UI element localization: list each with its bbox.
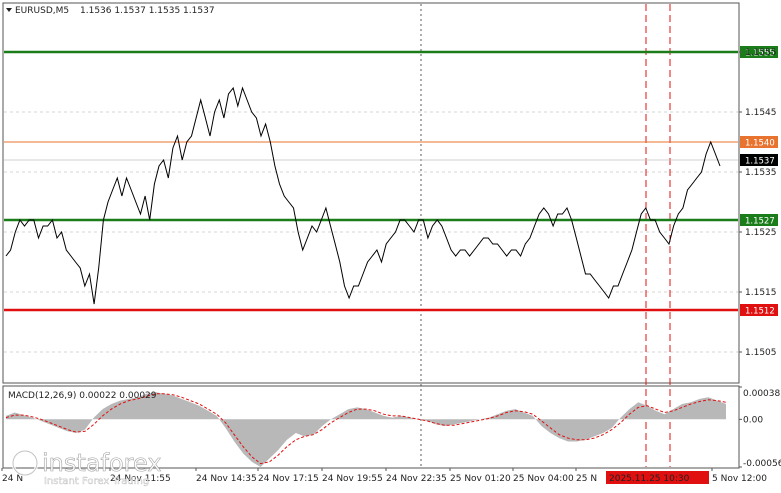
- time-axis: 24 N 24 Nov 11:55 24 Nov 14:35 24 Nov 17:15…: [1, 468, 767, 484]
- time-tick-label: 25 N: [576, 474, 597, 484]
- price-axis: 1.1555 1.1545 1.1535 1.1525 1.1515 1.1505: [739, 48, 777, 358]
- level-tag-support-red: [740, 304, 778, 316]
- dropdown-triangle-icon[interactable]: [6, 8, 12, 12]
- macd-series: [5, 392, 727, 467]
- time-cursor-tag: [606, 471, 709, 484]
- price-levels: 1.1555 1.1540 1.1527 1.1512 1.1537: [4, 46, 778, 317]
- instaforex-watermark: instaforex Instant Forex Trading: [11, 449, 162, 487]
- price-tick-label: 1.1525: [745, 228, 777, 238]
- macd-panel-frame: [2, 385, 740, 469]
- time-tick-label: 24 Nov 14:35: [196, 474, 257, 484]
- level-tag-resistance-green: [740, 46, 778, 58]
- price-tick-label: 1.1515: [745, 288, 777, 298]
- chart-header: EURUSD,M5 1.1536 1.1537 1.1535 1.1537: [6, 6, 215, 16]
- level-tag-label: 1.1540: [745, 139, 775, 149]
- gridlines: [4, 51, 738, 353]
- symbol-label: EURUSD,M5: [15, 6, 69, 16]
- macd-histogram: [6, 392, 726, 467]
- macd-tick-label: 0.00: [743, 415, 763, 425]
- level-tag-label: 1.1527: [745, 217, 775, 227]
- current-price-label: 1.1537: [745, 157, 775, 167]
- price-series: [5, 86, 721, 305]
- price-tick-label: 1.1545: [745, 108, 777, 118]
- price-tick-label: 1.1555: [745, 48, 777, 58]
- time-tick-label: 24 Nov 19:55: [322, 474, 383, 484]
- current-price-tag: [740, 154, 778, 166]
- level-tag-orange-level: [740, 136, 778, 148]
- time-cursor-label: 2025.11.25 10:30: [609, 474, 690, 484]
- watermark-brand: instaforex: [42, 449, 162, 477]
- time-tick-label: 24 Nov 11:55: [110, 474, 171, 484]
- time-tick-label: 24 Nov 22:35: [386, 474, 447, 484]
- macd-label: MACD(12,26,9) 0.00022 0.00029: [8, 391, 157, 401]
- ohlc-label: 1.1536 1.1537 1.1535 1.1537: [80, 6, 215, 16]
- macd-tick-label: 0.00038: [743, 389, 780, 399]
- macd-tick-label: -0.00056: [743, 459, 781, 469]
- level-tag-label: 1.1555: [745, 49, 775, 59]
- level-tag-middle-green: [740, 214, 778, 226]
- time-tick-label: 5 Nov 12:00: [712, 474, 767, 484]
- price-line: [5, 86, 721, 305]
- macd-signal-line: [5, 393, 727, 465]
- time-tick-label: 25 Nov 04:00: [513, 474, 574, 484]
- macd-axis: 0.00038 0.00 -0.00056: [739, 386, 781, 469]
- watermark-tagline: Instant Forex Trading: [44, 476, 149, 487]
- time-tick-label: 24 N: [2, 474, 23, 484]
- price-tick-label: 1.1535: [745, 168, 777, 178]
- time-tick-label: 25 Nov 01:20: [450, 474, 511, 484]
- price-panel-frame: [2, 2, 740, 384]
- time-tick-label: 24 Nov 17:15: [258, 474, 319, 484]
- vertical-markers: [420, 4, 671, 467]
- price-tick-label: 1.1505: [745, 348, 777, 358]
- level-tag-label: 1.1512: [745, 307, 775, 317]
